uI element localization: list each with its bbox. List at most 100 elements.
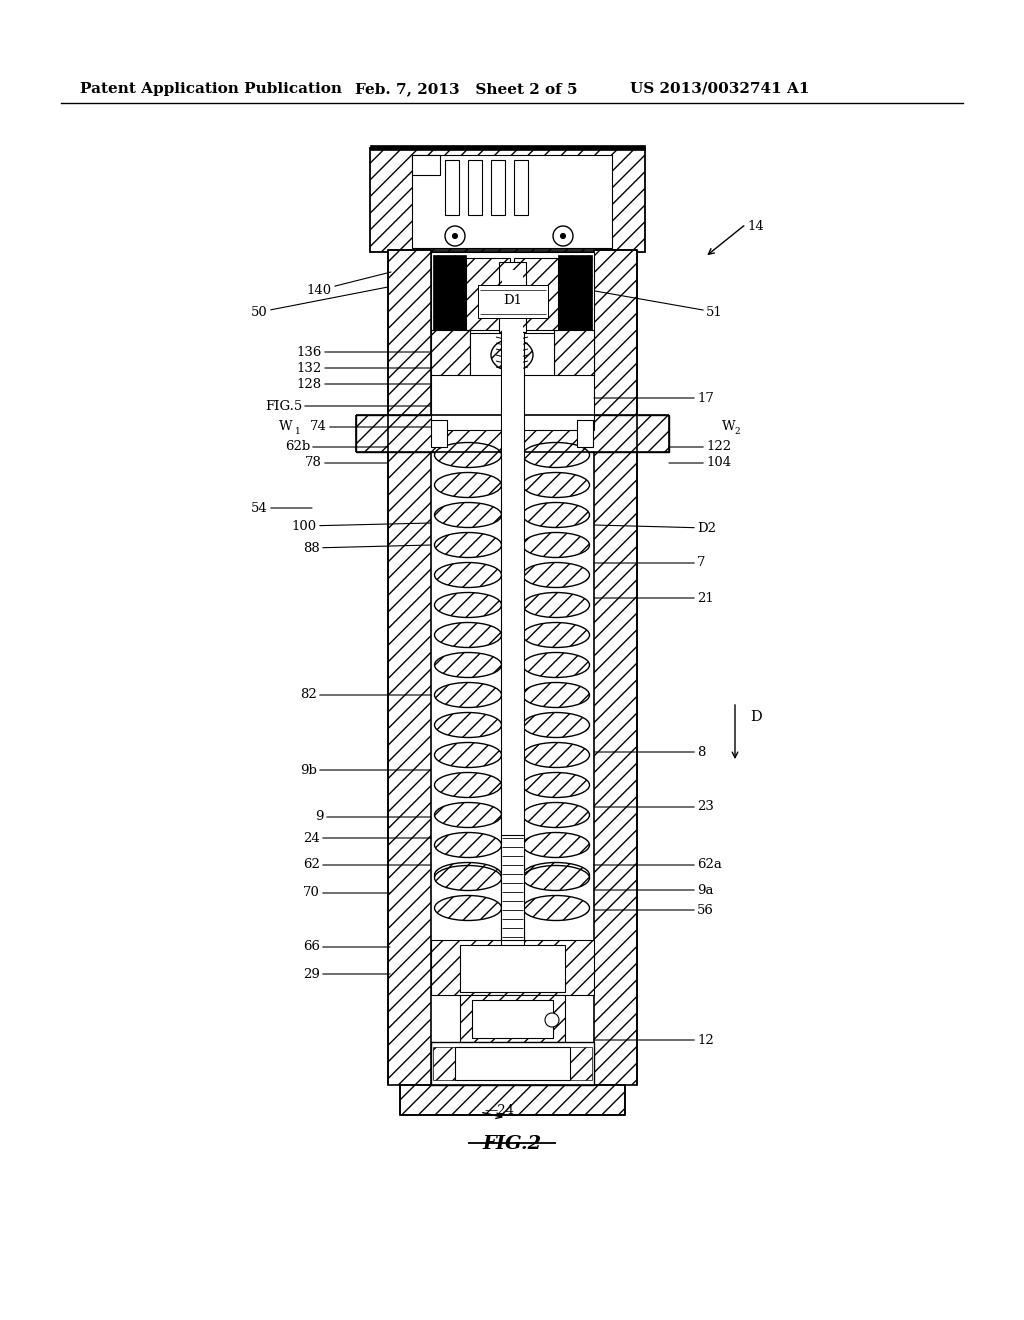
Text: 21: 21: [594, 591, 714, 605]
Bar: [501, 836, 524, 940]
Text: 62a: 62a: [594, 858, 722, 871]
Ellipse shape: [434, 895, 502, 920]
Ellipse shape: [522, 866, 590, 891]
Bar: [356, 414, 669, 451]
Ellipse shape: [434, 866, 502, 891]
Ellipse shape: [522, 652, 590, 677]
Text: 100: 100: [292, 520, 431, 532]
Ellipse shape: [434, 532, 502, 557]
Bar: [388, 249, 431, 1085]
Text: 8: 8: [594, 746, 706, 759]
Text: D2: D2: [594, 521, 716, 535]
Ellipse shape: [522, 742, 590, 767]
Bar: [570, 1047, 592, 1080]
Text: 24: 24: [303, 832, 431, 845]
Ellipse shape: [522, 532, 590, 557]
Bar: [502, 271, 523, 455]
Ellipse shape: [522, 503, 590, 528]
Bar: [431, 330, 470, 375]
Text: 136: 136: [297, 346, 431, 359]
Text: —24: —24: [484, 1104, 514, 1117]
Ellipse shape: [522, 895, 590, 920]
Text: 12: 12: [594, 1034, 714, 1047]
Bar: [490, 160, 505, 215]
Ellipse shape: [453, 234, 458, 239]
Ellipse shape: [434, 742, 502, 767]
Ellipse shape: [434, 713, 502, 738]
Ellipse shape: [522, 772, 590, 797]
Bar: [370, 148, 645, 252]
Bar: [431, 1041, 594, 1085]
Bar: [431, 940, 594, 995]
Bar: [445, 160, 459, 215]
Ellipse shape: [434, 772, 502, 797]
Ellipse shape: [522, 862, 590, 887]
Text: W: W: [722, 421, 735, 433]
Text: D1: D1: [504, 294, 522, 308]
Ellipse shape: [522, 803, 590, 828]
Text: 7: 7: [594, 557, 706, 569]
Bar: [455, 1047, 570, 1080]
Ellipse shape: [434, 803, 502, 828]
Bar: [594, 249, 637, 1085]
Bar: [472, 1001, 553, 1038]
Text: 66: 66: [303, 940, 390, 953]
Text: 50: 50: [251, 286, 388, 318]
Text: 51: 51: [595, 290, 723, 318]
Text: Patent Application Publication: Patent Application Publication: [80, 82, 342, 96]
Ellipse shape: [522, 833, 590, 858]
Ellipse shape: [522, 713, 590, 738]
Text: 128: 128: [297, 378, 431, 391]
Text: 14: 14: [746, 220, 764, 234]
Text: FIG.5: FIG.5: [265, 400, 431, 412]
Text: 17: 17: [594, 392, 714, 404]
Bar: [412, 154, 612, 248]
Ellipse shape: [434, 503, 502, 528]
Ellipse shape: [434, 862, 502, 887]
Bar: [370, 145, 645, 150]
Bar: [554, 330, 594, 375]
Bar: [412, 154, 440, 176]
Text: 1: 1: [295, 426, 301, 436]
Bar: [431, 252, 594, 430]
Ellipse shape: [522, 473, 590, 498]
Ellipse shape: [522, 623, 590, 648]
Bar: [470, 333, 554, 375]
Text: 9a: 9a: [594, 883, 714, 896]
Bar: [514, 160, 528, 215]
Bar: [514, 257, 558, 330]
Text: 62b: 62b: [285, 441, 388, 454]
Ellipse shape: [490, 339, 534, 371]
Text: 132: 132: [297, 362, 431, 375]
Ellipse shape: [545, 1012, 559, 1027]
Text: 82: 82: [300, 689, 431, 701]
Ellipse shape: [434, 623, 502, 648]
Bar: [468, 160, 482, 215]
Bar: [431, 420, 447, 447]
Ellipse shape: [560, 234, 565, 239]
Bar: [558, 255, 592, 330]
Ellipse shape: [522, 562, 590, 587]
Bar: [501, 265, 524, 965]
Text: 9b: 9b: [300, 763, 431, 776]
Text: 70: 70: [303, 887, 390, 899]
Text: 54: 54: [251, 502, 312, 515]
Text: 88: 88: [303, 541, 431, 554]
Text: D: D: [750, 710, 762, 723]
Bar: [460, 945, 565, 993]
Text: Feb. 7, 2013   Sheet 2 of 5: Feb. 7, 2013 Sheet 2 of 5: [355, 82, 578, 96]
Text: 62: 62: [303, 858, 431, 871]
Text: 2: 2: [734, 426, 739, 436]
Text: 122: 122: [669, 441, 731, 454]
Ellipse shape: [434, 562, 502, 587]
Ellipse shape: [434, 593, 502, 618]
Bar: [400, 1085, 625, 1115]
Ellipse shape: [522, 593, 590, 618]
Text: US 2013/0032741 A1: US 2013/0032741 A1: [630, 82, 810, 96]
Ellipse shape: [434, 652, 502, 677]
Ellipse shape: [434, 473, 502, 498]
Ellipse shape: [445, 226, 465, 246]
Text: 29: 29: [303, 968, 390, 981]
Text: W: W: [280, 421, 293, 433]
Bar: [466, 257, 510, 330]
